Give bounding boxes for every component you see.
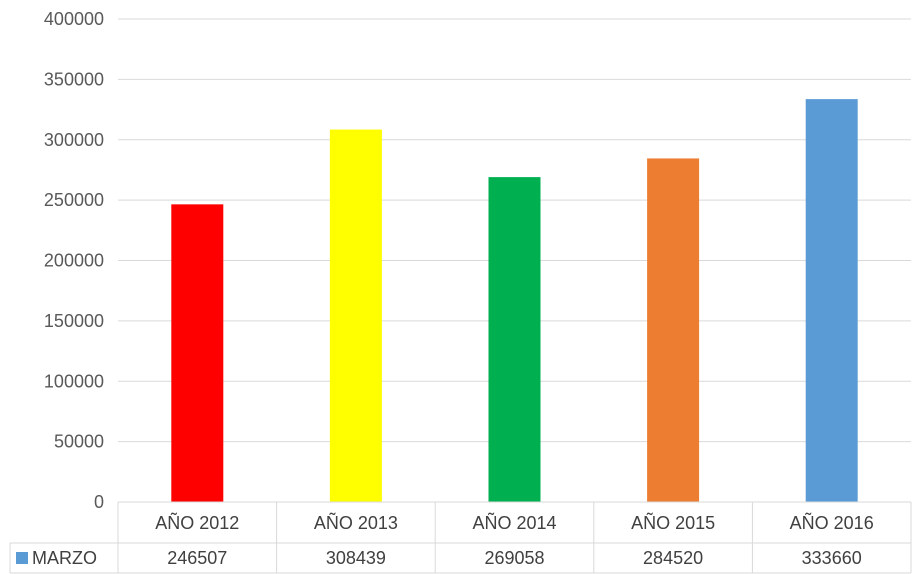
category-label: AÑO 2015 <box>631 512 715 533</box>
bar <box>329 129 382 502</box>
y-tick-label: 50000 <box>54 432 104 452</box>
y-axis-tick-labels: 0 50000 100000 150000 200000 250000 300000 3500… <box>44 9 104 512</box>
legend-swatch <box>16 552 28 564</box>
data-value-label: 246507 <box>167 548 227 568</box>
data-value-label: 333660 <box>802 548 862 568</box>
y-tick-label: 100000 <box>44 371 104 391</box>
y-tick-label: 250000 <box>44 190 104 210</box>
y-tick-label: 0 <box>94 492 104 512</box>
y-tick-label: 200000 <box>44 251 104 271</box>
y-tick-label: 300000 <box>44 130 104 150</box>
y-tick-label: 150000 <box>44 311 104 331</box>
y-tick-label: 350000 <box>44 69 104 89</box>
data-value-label: 284520 <box>643 548 703 568</box>
y-tick-label: 400000 <box>44 9 104 29</box>
bar <box>171 204 224 502</box>
bar <box>805 99 858 502</box>
series-name: MARZO <box>32 548 97 568</box>
data-value-label: 308439 <box>326 548 386 568</box>
data-table: AÑO 2012 AÑO 2013 AÑO 2014 AÑO 2015 AÑO 2016… <box>9 501 912 574</box>
data-value-label: 269058 <box>484 548 544 568</box>
bars <box>171 99 858 503</box>
bar <box>488 177 541 502</box>
category-label: AÑO 2016 <box>790 512 874 533</box>
category-label: AÑO 2013 <box>314 512 398 533</box>
category-label: AÑO 2014 <box>472 512 556 533</box>
category-label: AÑO 2012 <box>155 512 239 533</box>
bar <box>647 158 700 503</box>
